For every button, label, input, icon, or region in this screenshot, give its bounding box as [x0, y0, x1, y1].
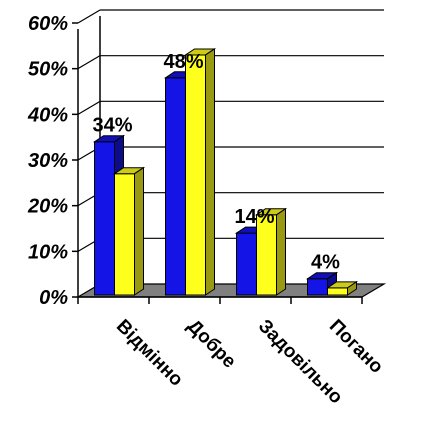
bar [254, 207, 288, 296]
bar-front-face [327, 287, 348, 296]
y-tick-label: 20% [27, 196, 68, 218]
bar [325, 280, 359, 296]
data-label: 4% [311, 252, 340, 274]
y-tick-label: 10% [28, 241, 68, 263]
x-tick-label: Відмінно [112, 316, 187, 391]
bar-front-face [236, 232, 257, 296]
gridline-diagonal [77, 9, 101, 24]
x-tick-label: Погано [325, 316, 387, 378]
data-label: 34% [92, 115, 132, 137]
bar-front-face [114, 173, 135, 296]
bar [112, 166, 146, 296]
gridlines [77, 9, 384, 252]
x-tick-label: Добре [183, 316, 240, 373]
bar-front-face [165, 77, 186, 296]
data-label: 14% [234, 206, 274, 228]
y-tick-label: 30% [28, 150, 68, 172]
gridline-diagonal [77, 100, 101, 115]
axes [72, 22, 363, 304]
bar-side-face [276, 207, 286, 296]
bar-side-face [347, 280, 357, 296]
bar-front-face [307, 278, 328, 296]
y-tick-label: 60% [28, 13, 68, 35]
data-label: 48% [163, 51, 203, 73]
bar-front-face [185, 54, 206, 296]
bar [183, 48, 217, 296]
y-tick-label: 50% [28, 59, 68, 81]
y-tick-labels: 0% 10% 20% 30% 40% 50% 60% [27, 13, 68, 309]
data-labels: 34% 48% 14% 4% [92, 51, 340, 274]
bar-side-face [205, 48, 215, 296]
gridline-diagonal [77, 55, 101, 70]
y-tick-label: 0% [39, 287, 68, 309]
bars [92, 48, 359, 296]
bar-front-face [94, 141, 115, 296]
bar-side-face [134, 166, 144, 296]
y-tick-label: 40% [27, 104, 68, 126]
